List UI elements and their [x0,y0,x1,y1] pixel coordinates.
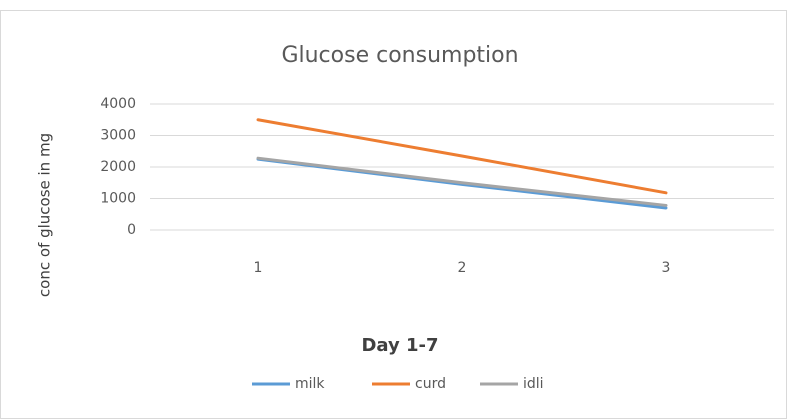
x-tick-label: 3 [662,260,671,276]
y-tick-label: 0 [127,222,136,238]
y-tick-label: 2000 [100,159,136,175]
data-line [256,156,668,207]
chart-frame [0,10,787,419]
y-axis-label: conc of glucose in mg [36,133,54,297]
y-tick-label: 1000 [100,191,136,207]
x-axis-label: Day 1-7 [361,335,438,356]
chart-title: Glucose consumption [281,43,518,68]
x-tick-label: 2 [458,260,467,276]
legend-label: milk [295,376,325,392]
legend-label: idli [523,376,544,392]
y-tick-label: 3000 [100,128,136,144]
y-tick-label: 4000 [100,96,136,112]
x-tick-label: 1 [254,260,263,276]
data-line [256,118,668,195]
legend-label: curd [415,376,446,392]
